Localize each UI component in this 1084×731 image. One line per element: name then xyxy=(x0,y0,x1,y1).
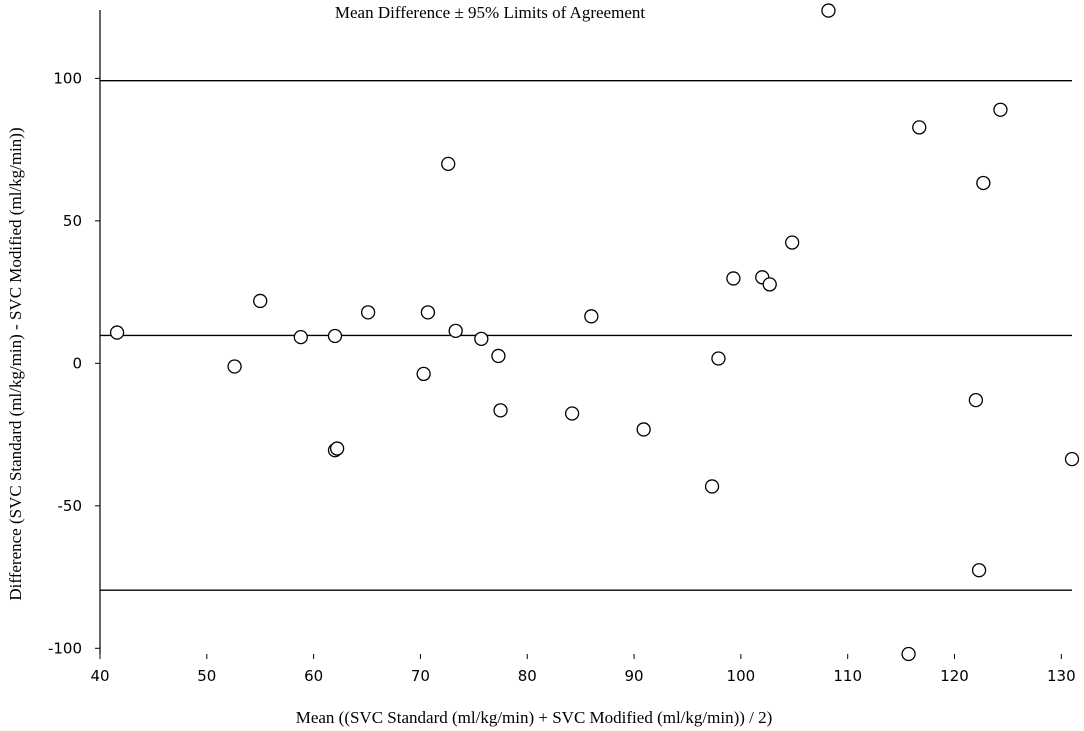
data-point xyxy=(564,406,580,421)
data-point xyxy=(821,3,836,18)
y-axis-label: Difference (SVC Standard (ml/kg/min) - S… xyxy=(6,127,25,600)
data-point xyxy=(253,293,268,309)
x-tick-label: 60 xyxy=(304,667,323,685)
data-points xyxy=(109,3,1080,662)
data-point xyxy=(491,348,506,364)
reference-lines xyxy=(100,80,1072,591)
data-point xyxy=(784,235,800,250)
data-point xyxy=(584,309,599,324)
x-tick-label: 110 xyxy=(833,667,862,685)
data-point xyxy=(1064,451,1080,467)
x-tick-label: 120 xyxy=(940,667,969,685)
data-point xyxy=(416,366,431,382)
y-tick-label: -50 xyxy=(58,497,83,515)
data-point xyxy=(726,271,741,286)
data-point xyxy=(329,441,345,456)
data-point xyxy=(711,351,726,366)
data-point xyxy=(901,646,916,662)
x-tick-label: 80 xyxy=(518,667,537,685)
data-point xyxy=(293,329,308,345)
data-point xyxy=(327,328,343,344)
data-point xyxy=(968,392,984,408)
y-tick-label: 100 xyxy=(53,69,82,87)
y-tick-label: 50 xyxy=(63,212,82,230)
x-tick-label: 100 xyxy=(727,667,756,685)
x-tick-label: 70 xyxy=(411,667,430,685)
y-tick-label: 0 xyxy=(72,354,82,372)
data-point xyxy=(448,323,463,339)
data-point xyxy=(762,277,777,292)
data-point xyxy=(227,359,242,374)
data-point xyxy=(493,403,508,418)
data-point xyxy=(971,563,987,578)
y-axis-ticks: -100 -50 0 50 100 xyxy=(48,69,100,657)
data-point xyxy=(474,331,489,346)
x-axis-label: Mean ((SVC Standard (ml/kg/min) + SVC Mo… xyxy=(296,708,773,727)
data-point xyxy=(704,479,720,494)
data-point xyxy=(976,175,991,191)
data-point xyxy=(360,305,376,320)
x-tick-label: 130 xyxy=(1047,667,1076,685)
x-axis-ticks: 40 50 60 70 80 90 100 110 120 130 xyxy=(90,654,1076,685)
x-tick-label: 90 xyxy=(625,667,644,685)
chart-title: Mean Difference ± 95% Limits of Agreemen… xyxy=(335,3,645,22)
data-point xyxy=(912,120,927,135)
data-point xyxy=(993,102,1008,117)
data-point xyxy=(441,156,456,172)
data-point xyxy=(109,325,125,340)
data-point xyxy=(636,422,651,437)
x-tick-label: 40 xyxy=(90,667,109,685)
y-tick-label: -100 xyxy=(48,639,82,657)
x-tick-label: 50 xyxy=(197,667,216,685)
data-point xyxy=(420,305,436,320)
